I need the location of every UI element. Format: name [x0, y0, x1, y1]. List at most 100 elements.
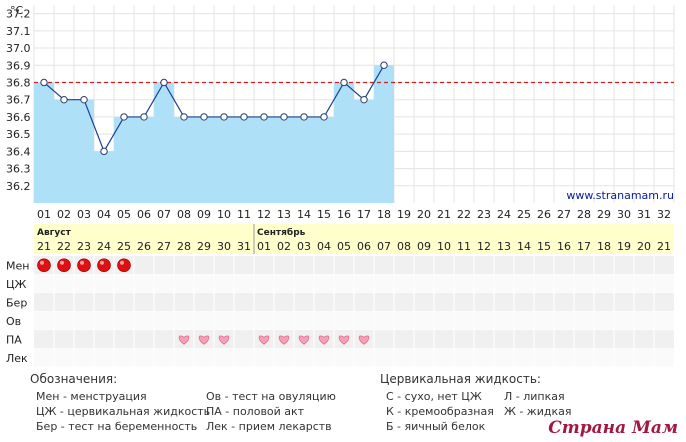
temperature-point: [220, 113, 228, 121]
cycle-day-label: 03: [77, 208, 91, 221]
temperature-point: [200, 113, 208, 121]
date-label: 01: [257, 240, 271, 253]
row-label: Лек: [6, 352, 28, 365]
cycle-day-label: 22: [457, 208, 471, 221]
cycle-day-label: 04: [97, 208, 111, 221]
temperature-bar: [54, 99, 74, 203]
menstruation-dot-highlight: [80, 260, 84, 265]
month-label: Август: [37, 228, 72, 238]
menstruation-dot-icon: [117, 258, 131, 273]
temperature-bar: [174, 116, 194, 203]
y-tick-label: 36.7: [6, 94, 31, 107]
date-label: 16: [557, 240, 571, 253]
legend-item: Мен - менструация: [36, 390, 147, 403]
temperature-bar: [214, 116, 234, 203]
cycle-day-label: 26: [537, 208, 551, 221]
cycle-day-label: 25: [517, 208, 531, 221]
date-label: 19: [617, 240, 631, 253]
y-tick-label: 36.8: [6, 76, 31, 89]
temperature-point: [120, 113, 128, 121]
temperature-bar: [194, 116, 214, 203]
legend-item: Ов - тест на овуляцию: [206, 390, 336, 403]
heart-icon: [358, 335, 370, 345]
cycle-day-label: 14: [297, 208, 311, 221]
menstruation-dot-icon: [57, 258, 71, 273]
temperature-bar: [34, 82, 54, 203]
month-label: Сентябрь: [257, 227, 306, 238]
row-label: Бер: [6, 296, 27, 309]
heart-icon: [318, 335, 330, 345]
date-label: 30: [217, 240, 231, 253]
temperature-bar: [274, 116, 294, 203]
temperature-point: [380, 61, 388, 69]
menstruation-dot-icon: [97, 258, 111, 273]
date-label: 28: [177, 240, 191, 253]
legend-item: С - сухо, нет ЦЖ: [386, 390, 482, 403]
menstruation-dot-highlight: [40, 260, 44, 265]
date-label: 22: [57, 240, 71, 253]
row-label: ЦЖ: [6, 278, 27, 291]
y-axis-unit: °C: [10, 4, 24, 17]
temperature-point: [80, 95, 88, 104]
row-label: Ов: [6, 315, 21, 328]
cycle-day-label: 01: [37, 208, 51, 221]
cycle-day-label: 11: [237, 208, 251, 221]
legend-item: Ж - жидкая: [504, 405, 572, 418]
cycle-day-label: 19: [397, 208, 411, 221]
cycle-day-label: 28: [577, 208, 591, 221]
menstruation-dot-highlight: [120, 260, 124, 265]
date-label: 17: [577, 240, 591, 253]
cycle-day-label: 09: [197, 208, 211, 221]
date-label: 08: [397, 240, 411, 253]
cycle-day-label: 07: [157, 208, 171, 221]
y-tick-label: 36.6: [6, 111, 31, 124]
date-label: 18: [597, 240, 611, 253]
temperature-point: [140, 113, 148, 121]
temperature-point: [360, 95, 368, 104]
temperature-point: [300, 113, 308, 121]
date-label: 25: [117, 240, 131, 253]
temperature-bar: [334, 82, 354, 203]
date-label: 11: [457, 240, 471, 253]
date-label: 09: [417, 240, 431, 253]
date-label: 21: [37, 240, 51, 253]
menstruation-dot-highlight: [60, 260, 64, 265]
temperature-point: [260, 113, 268, 121]
cycle-day-label: 27: [557, 208, 571, 221]
y-tick-label: 36.2: [6, 180, 31, 193]
legend-item: К - кремообразная: [386, 405, 494, 418]
legend-cervical-fluid-title: Цервикальная жидкость:: [380, 372, 541, 386]
site-url: www.stranamam.ru: [566, 189, 674, 202]
cycle-day-label: 12: [257, 208, 271, 221]
y-tick-label: 36.3: [6, 163, 31, 176]
date-label: 10: [437, 240, 451, 253]
date-label: 05: [337, 240, 351, 253]
temperature-bar: [154, 82, 174, 203]
heart-icon: [218, 335, 230, 345]
date-label: 24: [97, 240, 111, 253]
legend-item: ЦЖ - цервикальная жидкость: [36, 405, 211, 418]
cycle-day-label: 17: [357, 208, 371, 221]
cycle-day-label: 15: [317, 208, 331, 221]
y-tick-label: 36.5: [6, 128, 31, 141]
temperature-line: [43, 64, 385, 153]
temperature-bar: [354, 99, 374, 203]
date-label: 20: [637, 240, 651, 253]
legend-abbreviations-title: Обозначения:: [30, 372, 118, 386]
temperature-bar: [294, 116, 314, 203]
heart-icon: [178, 335, 190, 345]
watermark-logo: Страна Мам: [548, 418, 678, 438]
temperature-point: [160, 78, 168, 87]
cycle-day-label: 08: [177, 208, 191, 221]
y-tick-label: 37.1: [6, 25, 31, 38]
temperature-bar: [314, 116, 334, 203]
temperature-bar: [374, 65, 394, 204]
heart-icon: [278, 335, 290, 345]
y-tick-label: 37.2: [6, 8, 31, 21]
temperature-point: [240, 113, 248, 121]
cycle-day-label: 31: [637, 208, 651, 221]
date-label: 27: [157, 240, 171, 253]
date-label: 23: [77, 240, 91, 253]
legend-item: Л - липкая: [504, 390, 565, 403]
legend-item: Б - яичный белок: [386, 420, 486, 433]
